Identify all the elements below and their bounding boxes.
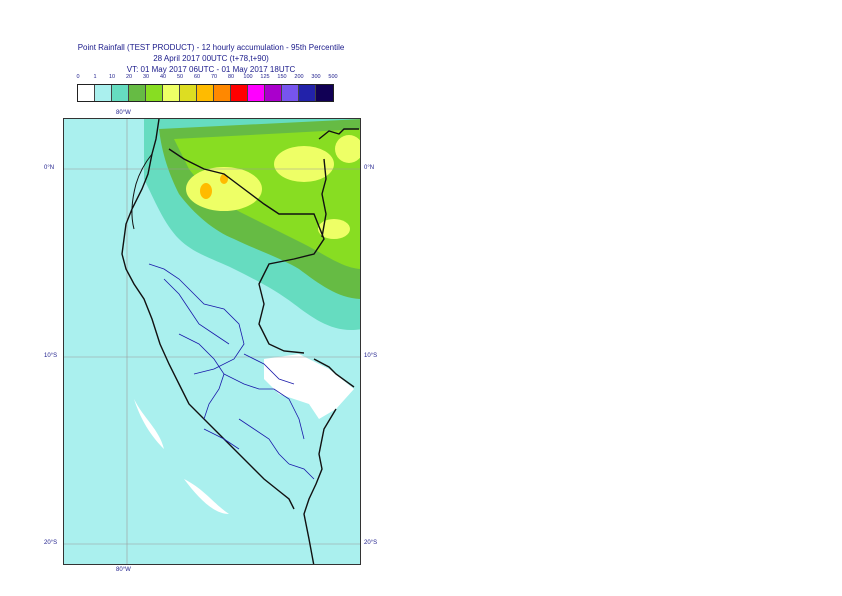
- legend-tick-label: 20: [125, 74, 133, 80]
- legend-swatch: [248, 85, 265, 101]
- legend-tick-label: 40: [159, 74, 167, 80]
- legend-swatch: [78, 85, 95, 101]
- legend-swatch: [163, 85, 180, 101]
- legend-swatch: [282, 85, 299, 101]
- lat-label-left: 0°N: [44, 165, 55, 171]
- legend-tick-label: 500: [328, 74, 338, 80]
- legend-swatch: [197, 85, 214, 101]
- rain-yellow-patch: [274, 146, 334, 182]
- color-legend: 0 1 10 20 30 40 50 60 70 80 100 125 150 200 300 500: [76, 74, 347, 104]
- legend-swatch: [129, 85, 146, 101]
- legend-swatch: [316, 85, 333, 101]
- lat-label-right: 20°S: [364, 540, 378, 546]
- lat-label-right: 10°S: [364, 353, 378, 359]
- rainfall-map: [63, 118, 361, 565]
- legend-swatch: [214, 85, 231, 101]
- legend-tick-label: 50: [176, 74, 184, 80]
- legend-swatch: [146, 85, 163, 101]
- legend-swatch: [112, 85, 129, 101]
- rain-yellow-patch: [186, 167, 262, 211]
- legend-swatch: [180, 85, 197, 101]
- rain-yellow-patch: [318, 219, 350, 239]
- legend-tick-label: 300: [311, 74, 321, 80]
- legend-tick-label: 80: [227, 74, 235, 80]
- dry-area: [264, 354, 354, 419]
- title-line-2: 28 April 2017 00UTC (t+78,t+90): [153, 54, 269, 63]
- white-patch: [134, 399, 164, 449]
- legend-tick-label: 0: [76, 74, 80, 80]
- title-line-3: VT: 01 May 2017 06UTC - 01 May 2017 18UT…: [126, 65, 296, 74]
- legend-swatch: [231, 85, 248, 101]
- legend-tick-label: 1: [93, 74, 97, 80]
- legend-tick-label: 100: [243, 74, 253, 80]
- lat-label-left: 20°S: [44, 540, 58, 546]
- chart-title-block: Point Rainfall (TEST PRODUCT) - 12 hourl…: [0, 42, 422, 75]
- legend-tick-label: 60: [193, 74, 201, 80]
- white-patch: [184, 479, 229, 514]
- legend-tick-label: 200: [294, 74, 304, 80]
- lat-label-left: 10°S: [44, 353, 58, 359]
- coastline: [131, 153, 153, 230]
- internal-boundaries: [148, 263, 315, 480]
- lon-label-top: 80°W: [116, 110, 131, 116]
- rain-yellow-patch: [335, 135, 360, 163]
- country-borders: [121, 119, 359, 564]
- map-canvas: [64, 119, 360, 564]
- legend-labels: 0 1 10 20 30 40 50 60 70 80 100 125 150 200 300 500: [76, 74, 347, 83]
- graticule: [64, 119, 360, 564]
- legend-tick-label: 125: [260, 74, 270, 80]
- legend-tick-label: 10: [108, 74, 116, 80]
- legend-swatch: [299, 85, 316, 101]
- legend-swatch: [265, 85, 282, 101]
- legend-tick-label: 70: [210, 74, 218, 80]
- legend-tick-label: 30: [142, 74, 150, 80]
- legend-swatch: [95, 85, 112, 101]
- title-line-1: Point Rainfall (TEST PRODUCT) - 12 hourl…: [77, 43, 345, 52]
- legend-tick-label: 150: [277, 74, 287, 80]
- ocean-field: [64, 319, 119, 564]
- lat-label-right: 0°N: [364, 165, 375, 171]
- rain-orange-spot: [220, 174, 228, 184]
- rain-orange-spot: [200, 183, 212, 199]
- legend-color-bar: [77, 84, 334, 102]
- lon-label-bottom: 80°W: [116, 567, 131, 573]
